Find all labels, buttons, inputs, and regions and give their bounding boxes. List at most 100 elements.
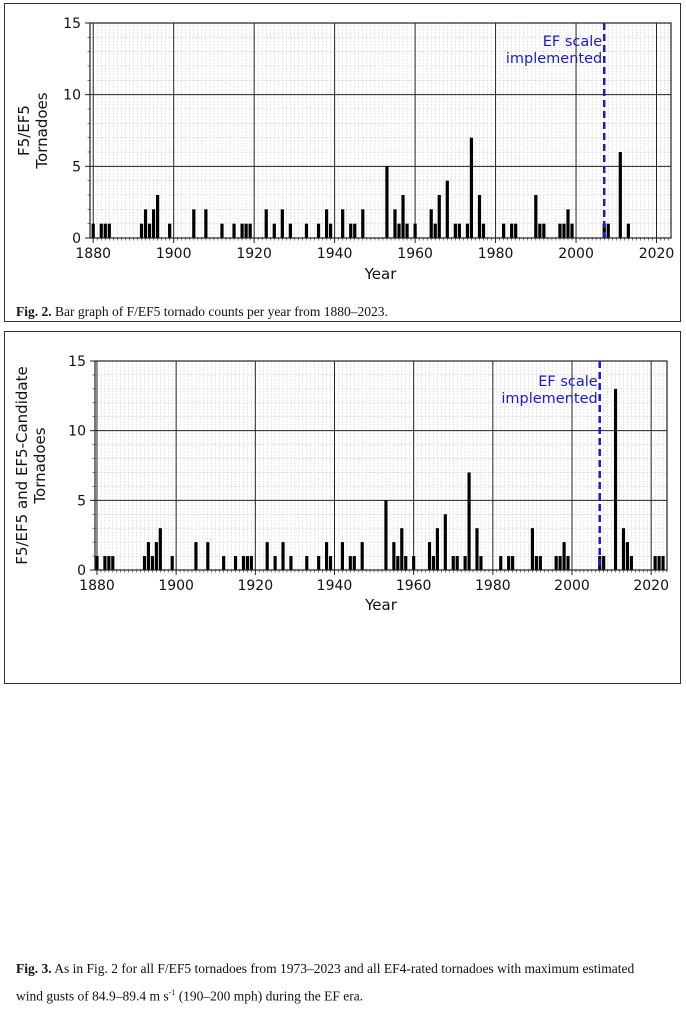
bar-1947	[360, 542, 364, 570]
bar-1908	[206, 542, 210, 570]
figure-2-bar-chart: 1880 1900 1920 1940 1960 1980 2000 2020 0 5 10 15 EF…	[15, 16, 674, 283]
bar-1945	[353, 223, 357, 238]
bar-2023	[661, 556, 665, 570]
bar-1966	[435, 528, 439, 570]
bar-1942	[340, 542, 344, 570]
bar-1977	[479, 556, 483, 570]
plot-frame	[94, 360, 668, 571]
bar-1985	[511, 556, 515, 570]
x-tick-label: 2020	[633, 578, 669, 594]
caption-tail: (190–200 mph) during the EF era.	[175, 988, 364, 1004]
bar-1955	[393, 209, 397, 238]
bar-1892	[142, 556, 147, 570]
x-tick-label: 1940	[317, 246, 353, 262]
bar-1927	[280, 209, 284, 238]
bar-1927	[281, 542, 285, 570]
bar-1939	[328, 223, 333, 238]
y-tick-label: 5	[77, 493, 86, 509]
bar-1984	[507, 556, 511, 570]
bar-1955	[392, 542, 396, 570]
bar-1960	[413, 223, 417, 238]
bar-1929	[289, 556, 293, 570]
bar-1976	[477, 195, 482, 238]
x-tick-label: 1960	[397, 246, 433, 262]
bar-1945	[352, 556, 356, 570]
bar-1960	[412, 556, 416, 570]
bar-1933	[304, 223, 309, 238]
bar-1996	[558, 223, 562, 238]
y-tick-label: 10	[63, 88, 81, 104]
bar-1884	[111, 556, 115, 570]
x-axis-label: Year	[364, 265, 398, 283]
y-tick-label: 15	[68, 354, 86, 370]
bar-1944	[349, 223, 353, 238]
bar-1971	[457, 223, 461, 238]
bar-2021	[653, 556, 657, 570]
bar-1905	[192, 209, 196, 238]
bar-1884	[107, 223, 111, 238]
bar-1974	[467, 472, 471, 570]
bar-1991	[538, 223, 542, 238]
bar-1895	[154, 542, 158, 570]
bar-1974	[469, 137, 474, 238]
bar-1982	[502, 223, 506, 238]
bar-1957	[401, 195, 405, 238]
y-axis-label: F5/EF5 and EF5-Candidate	[13, 366, 31, 564]
caption-superscript: -1	[168, 988, 176, 997]
y-tick-label: 10	[68, 424, 86, 440]
bar-1976	[475, 528, 479, 570]
ef-scale-annotation: EF scale	[543, 34, 603, 50]
x-tick-label: 1920	[237, 578, 273, 594]
bar-2014	[625, 542, 629, 570]
bar-1970	[451, 556, 455, 570]
bar-1944	[348, 556, 352, 570]
bar-1939	[328, 556, 333, 570]
bar-1956	[396, 556, 400, 570]
bar-1947	[361, 209, 365, 238]
bar-1957	[400, 528, 404, 570]
bar-1880	[91, 223, 95, 238]
bar-1985	[514, 223, 518, 238]
bar-1956	[397, 223, 401, 238]
y-tick-label: 5	[72, 159, 81, 175]
bar-1964	[429, 209, 433, 238]
x-tick-label: 2000	[554, 578, 590, 594]
ef-scale-annotation: EF scale	[538, 374, 598, 390]
bar-1997	[562, 223, 566, 238]
x-tick-label: 1940	[317, 578, 353, 594]
bar-1982	[499, 556, 503, 570]
bar-1938	[324, 209, 329, 238]
y-axis-label: F5/EF5	[15, 105, 33, 156]
bar-1984	[510, 223, 514, 238]
bar-1938	[324, 542, 329, 570]
bar-1953	[385, 166, 389, 238]
caption-label: Fig. 3.	[16, 961, 52, 976]
bar-1915	[232, 223, 236, 238]
bar-1936	[317, 556, 321, 570]
bar-1965	[433, 223, 437, 238]
x-tick-label: 2000	[558, 246, 594, 262]
bar-1917	[240, 223, 244, 238]
bar-2013	[621, 528, 626, 570]
y-tick-label: 0	[77, 563, 86, 579]
figure-3-bar-chart: 1880 1900 1920 1940 1960 1980 2000 2020 0 5 10 15 EF…	[13, 354, 669, 614]
bar-1991	[534, 556, 538, 570]
bar-1958	[404, 556, 408, 570]
bar-2011	[613, 388, 618, 570]
bar-1918	[244, 223, 248, 238]
ef-scale-annotation: implemented	[501, 391, 597, 407]
bar-1915	[233, 556, 238, 570]
y-axis-label: Tornadoes	[31, 427, 49, 504]
bar-1895	[151, 209, 156, 238]
x-tick-label: 1880	[75, 246, 111, 262]
bar-1905	[194, 542, 198, 570]
bar-1912	[220, 223, 224, 238]
bar-1964	[427, 542, 432, 570]
bar-1899	[170, 556, 174, 570]
bar-1880	[95, 556, 99, 570]
bar-1977	[481, 223, 486, 238]
bar-1968	[445, 180, 449, 238]
bar-1992	[542, 223, 546, 238]
bar-2007	[602, 223, 606, 238]
x-tick-label: 1900	[158, 578, 194, 594]
